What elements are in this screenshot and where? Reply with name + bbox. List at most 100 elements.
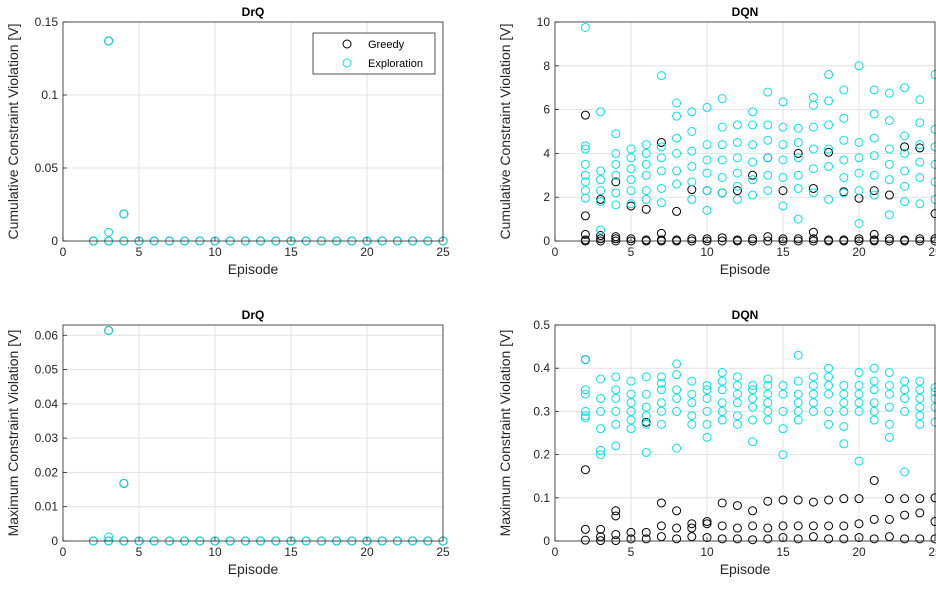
y-tick-label: 6 — [543, 103, 550, 117]
data-point — [580, 355, 590, 365]
data-point — [839, 172, 849, 182]
plot-area — [63, 325, 443, 541]
data-point — [732, 523, 742, 533]
data-point — [717, 140, 727, 150]
data-point — [854, 186, 864, 196]
data-point — [596, 107, 606, 117]
data-point — [732, 501, 742, 511]
data-point — [732, 380, 742, 390]
data-point — [915, 508, 925, 518]
y-tick-label: 0.06 — [35, 328, 59, 342]
data-point — [656, 378, 666, 388]
data-point — [611, 159, 621, 169]
data-point — [763, 170, 773, 180]
plot-area — [555, 325, 935, 541]
data-point — [763, 523, 773, 533]
data-point — [763, 496, 773, 506]
data-point — [687, 411, 697, 421]
data-point — [626, 153, 636, 163]
data-point — [808, 372, 818, 382]
data-point — [641, 419, 651, 429]
data-point — [672, 443, 682, 453]
data-point — [580, 110, 590, 120]
data-point — [763, 398, 773, 408]
data-point — [915, 199, 925, 209]
legend-marker — [342, 39, 352, 49]
data-point — [732, 389, 742, 399]
data-point — [824, 162, 834, 172]
series-exploration — [580, 350, 936, 477]
x-tick-label: 25 — [436, 545, 450, 559]
data-point — [839, 389, 849, 399]
data-point — [884, 514, 894, 524]
data-point — [915, 385, 925, 395]
data-point — [869, 186, 879, 196]
y-tick-label: 0.05 — [35, 363, 59, 377]
data-point — [808, 521, 818, 531]
data-point — [839, 439, 849, 449]
data-point — [732, 411, 742, 421]
data-point — [763, 380, 773, 390]
axes-box — [554, 324, 936, 542]
data-point — [626, 164, 636, 174]
data-point — [611, 177, 621, 187]
data-point — [596, 231, 606, 241]
data-point — [732, 168, 742, 178]
data-point — [915, 143, 925, 153]
data-point — [687, 523, 697, 533]
legend-label: Greedy — [368, 39, 405, 51]
data-point — [824, 495, 834, 505]
axes-box — [554, 21, 936, 242]
x-tick-label: 5 — [136, 545, 143, 559]
data-point — [611, 234, 621, 244]
data-point — [596, 374, 606, 384]
data-point — [611, 372, 621, 382]
data-point — [732, 186, 742, 196]
y-tick-label: 8 — [543, 59, 550, 73]
axes-box — [62, 324, 444, 542]
data-point — [793, 521, 803, 531]
y-tick-label: 0.4 — [533, 361, 550, 375]
data-point — [580, 385, 590, 395]
data-point — [626, 534, 636, 544]
data-point — [611, 536, 621, 546]
data-point — [854, 456, 864, 466]
data-point — [778, 186, 788, 196]
data-point — [672, 148, 682, 158]
data-point — [900, 376, 910, 386]
y-tick-label: 0.2 — [533, 448, 550, 462]
data-point — [793, 123, 803, 133]
data-point — [763, 120, 773, 130]
data-point — [104, 36, 114, 46]
data-point — [854, 368, 864, 378]
data-point — [884, 234, 894, 244]
data-point — [839, 380, 849, 390]
data-point — [717, 233, 727, 243]
data-point — [900, 142, 910, 152]
data-point — [793, 137, 803, 147]
data-point — [672, 179, 682, 189]
data-point — [611, 506, 621, 516]
data-point — [915, 95, 925, 105]
x-tick-label: 0 — [60, 545, 67, 559]
data-point — [611, 148, 621, 158]
data-point — [717, 498, 727, 508]
data-point — [687, 107, 697, 117]
x-tick-label: 20 — [852, 545, 866, 559]
data-point — [580, 170, 590, 180]
data-point — [839, 422, 849, 432]
data-point — [915, 402, 925, 412]
chart-panel-3: 0 5 10 15 20 25 0 0.01 0.02 0.03 0.04 0.05 0.06 DrQ Ep… — [5, 308, 450, 577]
data-point — [884, 494, 894, 504]
data-point — [793, 376, 803, 386]
data-point — [656, 406, 666, 416]
y-tick-label: 0.05 — [35, 161, 59, 175]
data-point — [808, 380, 818, 390]
data-point — [656, 385, 666, 395]
data-point — [854, 234, 864, 244]
data-point — [596, 424, 606, 434]
y-tick-label: 0 — [543, 534, 550, 548]
data-point — [778, 122, 788, 132]
data-point — [808, 188, 818, 198]
data-point — [672, 111, 682, 121]
